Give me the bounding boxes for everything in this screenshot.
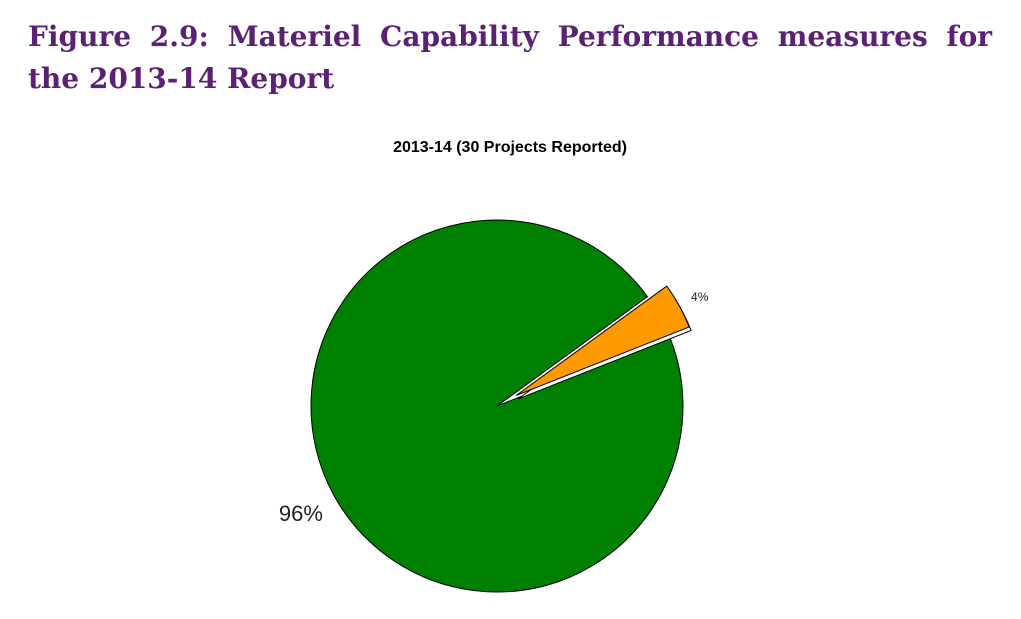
pie-labels: 96% 4% — [279, 290, 709, 526]
pie-chart: 2013-14 (30 Projects Reported) 96% 4% — [279, 139, 709, 593]
pie-label-4: 4% — [691, 290, 709, 304]
pie-slices — [310, 219, 692, 593]
chart-container: 2013-14 (30 Projects Reported) 96% 4% — [0, 120, 1021, 619]
figure-caption: Figure 2.9: Materiel Capability Performa… — [28, 20, 992, 95]
pie-slice-96 — [310, 219, 684, 593]
pie-slice-4 — [515, 285, 690, 396]
chart-title: 2013-14 (30 Projects Reported) — [393, 139, 627, 156]
pie-label-96: 96% — [279, 501, 323, 526]
